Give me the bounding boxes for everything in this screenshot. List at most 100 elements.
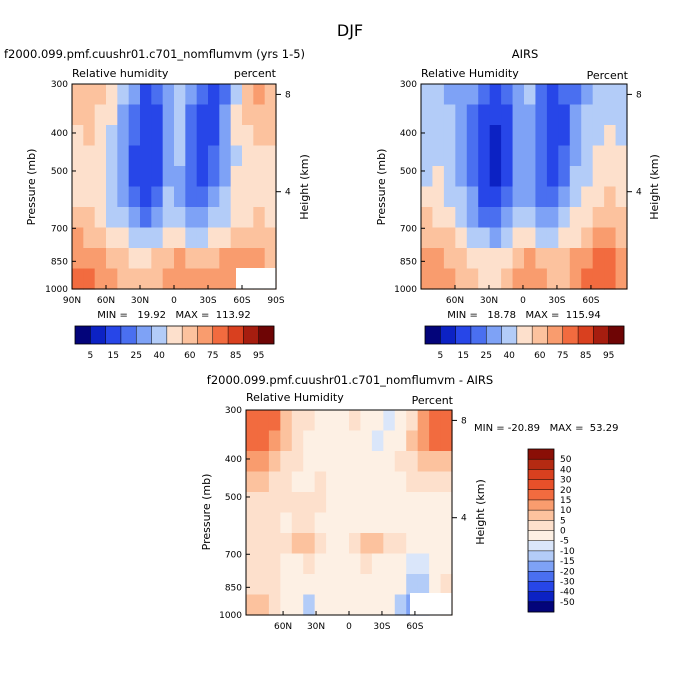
heatmap-cell <box>501 268 514 290</box>
heatmap-cell <box>501 166 514 188</box>
heatmap-cell <box>257 430 270 452</box>
heatmap-cell <box>83 248 96 270</box>
heatmap-cell <box>371 471 384 493</box>
heatmap-cell <box>280 533 293 555</box>
heatmap-cell <box>501 248 514 270</box>
heatmap-cell <box>349 410 362 432</box>
colorbar-label: 15 <box>458 351 469 361</box>
colorbar-frame <box>424 325 625 345</box>
heatmap-cell <box>604 145 617 167</box>
heatmap-cell <box>219 207 232 229</box>
heatmap-cell <box>303 471 316 493</box>
heatmap-cell <box>466 207 479 229</box>
heatmap-cell <box>280 512 293 534</box>
colorbar-label: -10 <box>560 547 575 557</box>
heatmap-cell <box>546 207 559 229</box>
panel-airs: AIRS Relative Humidity Percent 60N 30N 0 30… <box>375 47 661 361</box>
heatmap-cell <box>443 166 456 188</box>
heatmap-cell <box>314 410 327 432</box>
heatmap-cell <box>440 430 453 452</box>
y-tick-label: 400 <box>51 129 68 139</box>
colorbar-box <box>528 550 554 562</box>
heatmap-cell <box>185 227 198 249</box>
heatmap-cell <box>83 268 96 290</box>
heatmap-cell <box>185 207 198 229</box>
heatmap-cell <box>429 451 442 473</box>
heatmap-cell <box>264 145 277 167</box>
heatmap-cell <box>406 451 419 473</box>
x-tick-label: 30N <box>480 296 498 306</box>
heatmap-cell <box>314 430 327 452</box>
colorbar-label: 95 <box>603 351 614 361</box>
panel-difference-y-ticks: 300 400 500 700 850 1000 <box>219 406 250 621</box>
heatmap-cell <box>185 145 198 167</box>
panel-airs-y-label: Pressure (mb) <box>375 149 388 226</box>
heatmap-cell <box>440 512 453 534</box>
colorbar-box <box>75 326 91 344</box>
panel-airs-colorbar: 5 15 25 40 60 75 85 95 <box>424 325 625 361</box>
heatmap-cell <box>546 84 559 106</box>
heatmap-cell <box>242 166 254 188</box>
colorbar-label: -20 <box>560 567 575 577</box>
heatmap-cell <box>337 574 350 596</box>
heatmap-cell <box>489 104 502 126</box>
heatmap-cell <box>615 268 628 290</box>
heatmap-cell <box>394 430 407 452</box>
heatmap-cell <box>94 145 107 167</box>
heatmap-cell <box>524 268 537 290</box>
panel-model-left-label: Relative humidity <box>72 67 169 80</box>
colorbar-label: -50 <box>560 598 575 608</box>
heatmap-cell <box>257 512 270 534</box>
heatmap-cell <box>478 207 491 229</box>
heatmap-cell <box>512 248 525 270</box>
heatmap-cell <box>326 492 339 514</box>
heatmap-cell <box>349 492 362 514</box>
heatmap-cell <box>106 104 118 126</box>
heatmap-cell <box>337 533 350 555</box>
heatmap-cell <box>174 248 186 270</box>
y-tick-label: 850 <box>400 257 417 267</box>
heatmap-cell <box>421 104 434 126</box>
heatmap-cell <box>615 125 628 147</box>
heatmap-cell <box>280 553 293 575</box>
heatmap-cell <box>443 125 456 147</box>
heatmap-cell <box>83 84 96 106</box>
heatmap-cell <box>440 410 453 432</box>
heatmap-cell <box>421 227 434 249</box>
heatmap-cell <box>421 125 434 147</box>
heatmap-cell <box>117 104 130 126</box>
heatmap-cell <box>466 104 479 126</box>
colorbar-box <box>425 326 441 344</box>
heatmap-cell <box>581 84 594 106</box>
heatmap-cell <box>257 533 270 555</box>
heatmap-cell <box>383 553 396 575</box>
heatmap-cell <box>455 125 468 147</box>
heatmap-cell <box>455 166 468 188</box>
heatmap-cell <box>443 268 456 290</box>
heatmap-cell <box>512 186 525 208</box>
heatmap-cell <box>264 186 277 208</box>
heatmap-cell <box>569 268 582 290</box>
y-tick-label: 700 <box>400 224 417 234</box>
heatmap-cell <box>432 207 445 229</box>
heatmap-cell <box>558 207 571 229</box>
heatmap-cell <box>371 492 384 514</box>
heatmap-cell <box>489 186 502 208</box>
heatmap-cell <box>337 410 350 432</box>
heatmap-cell <box>253 186 266 208</box>
heatmap-cell <box>208 84 220 106</box>
colorbar-label: -40 <box>560 588 575 598</box>
colorbar-box <box>486 326 502 344</box>
heatmap-cell <box>615 145 628 167</box>
heatmap-cell <box>326 574 339 596</box>
heatmap-cell <box>246 492 259 514</box>
colorbar-box <box>593 326 609 344</box>
heatmap-cell <box>489 145 502 167</box>
panel-model-y2-ticks: 84 <box>276 90 291 198</box>
heatmap-cell <box>535 227 548 249</box>
heatmap-cell <box>558 145 571 167</box>
heatmap-cell <box>546 125 559 147</box>
heatmap-cell <box>546 227 559 249</box>
heatmap-cell <box>455 207 468 229</box>
heatmap-cell <box>230 186 243 208</box>
